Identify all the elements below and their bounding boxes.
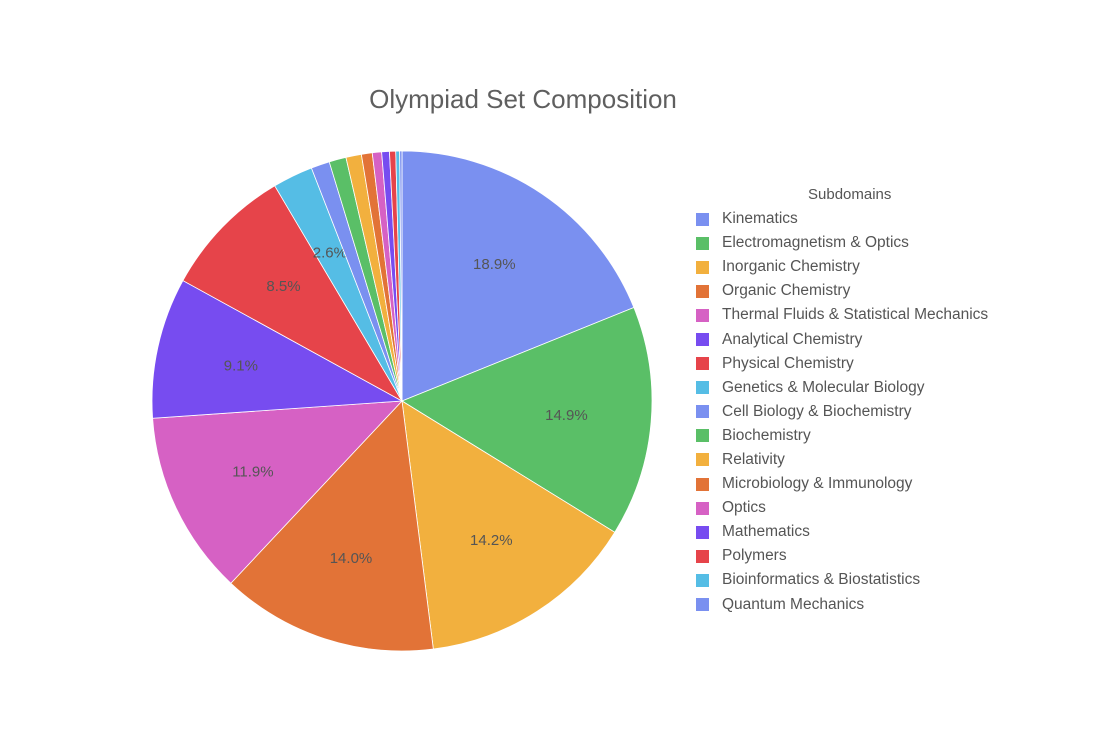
legend-label: Microbiology & Immunology xyxy=(722,475,913,493)
legend-item[interactable]: Analytical Chemistry xyxy=(696,327,1056,351)
legend-label: Inorganic Chemistry xyxy=(722,258,860,276)
slice-label-genetics-molecular-biology: 2.6% xyxy=(313,245,347,262)
legend-label: Cell Biology & Biochemistry xyxy=(722,402,912,420)
legend-label: Electromagnetism & Optics xyxy=(722,234,909,252)
pie-slice-quantum-mechanics xyxy=(399,150,403,402)
slice-label-inorganic-chemistry: 14.2% xyxy=(470,532,513,549)
legend-label: Analytical Chemistry xyxy=(722,330,863,348)
legend-item[interactable]: Bioinformatics & Biostatistics xyxy=(696,568,1056,592)
legend: Subdomains Kinematics Electromagnetism & … xyxy=(696,185,1056,617)
legend-swatch xyxy=(696,573,709,587)
legend-label: Optics xyxy=(722,499,766,517)
legend-label: Kinematics xyxy=(722,210,798,228)
pie-slice-organic-chemistry xyxy=(230,400,434,652)
legend-swatch xyxy=(696,453,709,467)
legend-swatch xyxy=(696,333,709,347)
legend-swatch xyxy=(696,260,709,274)
legend-swatch xyxy=(696,501,709,515)
slice-label-kinematics: 18.9% xyxy=(473,256,516,273)
legend-item[interactable]: Thermal Fluids & Statistical Mechanics xyxy=(696,303,1056,327)
legend-label: Relativity xyxy=(722,450,785,468)
legend-label: Physical Chemistry xyxy=(722,354,854,372)
legend-item[interactable]: Cell Biology & Biochemistry xyxy=(696,400,1056,424)
legend-swatch xyxy=(696,429,709,443)
legend-item[interactable]: Polymers xyxy=(696,544,1056,568)
legend-item[interactable]: Electromagnetism & Optics xyxy=(696,231,1056,255)
legend-item[interactable]: Kinematics xyxy=(696,207,1056,231)
legend-label: Biochemistry xyxy=(722,426,811,444)
legend-label: Bioinformatics & Biostatistics xyxy=(722,571,921,589)
legend-item[interactable]: Relativity xyxy=(696,448,1056,472)
legend-swatch xyxy=(696,357,709,371)
slice-label-thermal-fluids-statistical-mechanics: 11.9% xyxy=(232,464,273,481)
pie-slice-physical-chemistry xyxy=(182,185,404,403)
slice-label-organic-chemistry: 14.0% xyxy=(330,550,373,567)
legend-item[interactable]: Physical Chemistry xyxy=(696,352,1056,376)
pie-slice-inorganic-chemistry xyxy=(401,400,616,650)
pie-slice-analytical-chemistry xyxy=(151,280,404,419)
legend-title: Subdomains xyxy=(808,186,892,203)
legend-swatch xyxy=(696,381,709,395)
legend-label: Organic Chemistry xyxy=(722,282,851,300)
legend-swatch xyxy=(696,598,709,612)
legend-swatch xyxy=(696,212,709,226)
legend-item[interactable]: Microbiology & Immunology xyxy=(696,472,1056,496)
legend-swatch xyxy=(696,549,709,563)
legend-item[interactable]: Optics xyxy=(696,496,1056,520)
legend-swatch xyxy=(696,525,709,539)
slice-label-physical-chemistry: 8.5% xyxy=(266,278,300,295)
legend-swatch xyxy=(696,477,709,491)
legend-label: Thermal Fluids & Statistical Mechanics xyxy=(722,306,989,324)
legend-swatch xyxy=(696,284,709,298)
legend-item[interactable]: Genetics & Molecular Biology xyxy=(696,376,1056,400)
legend-item[interactable]: Inorganic Chemistry xyxy=(696,255,1056,279)
legend-swatch xyxy=(696,405,709,419)
slice-label-electromagnetism-optics: 14.9% xyxy=(545,407,588,424)
legend-item[interactable]: Organic Chemistry xyxy=(696,279,1056,303)
legend-swatch xyxy=(696,236,709,250)
legend-swatch xyxy=(696,308,709,322)
legend-label: Quantum Mechanics xyxy=(722,595,865,613)
chart-title: Olympiad Set Composition xyxy=(369,84,677,114)
pie-slice-thermal-fluids-statistical-mechanics xyxy=(152,400,403,584)
legend-item[interactable]: Mathematics xyxy=(696,520,1056,544)
legend-item[interactable]: Quantum Mechanics xyxy=(696,593,1056,617)
legend-label: Genetics & Molecular Biology xyxy=(722,378,925,396)
pie-slice-electromagnetism-optics xyxy=(401,306,653,533)
pie-slice-kinematics xyxy=(401,150,635,402)
legend-label: Mathematics xyxy=(722,523,810,541)
legend-label: Polymers xyxy=(722,547,787,565)
legend-item[interactable]: Biochemistry xyxy=(696,424,1056,448)
slice-label-analytical-chemistry: 9.1% xyxy=(224,358,258,375)
